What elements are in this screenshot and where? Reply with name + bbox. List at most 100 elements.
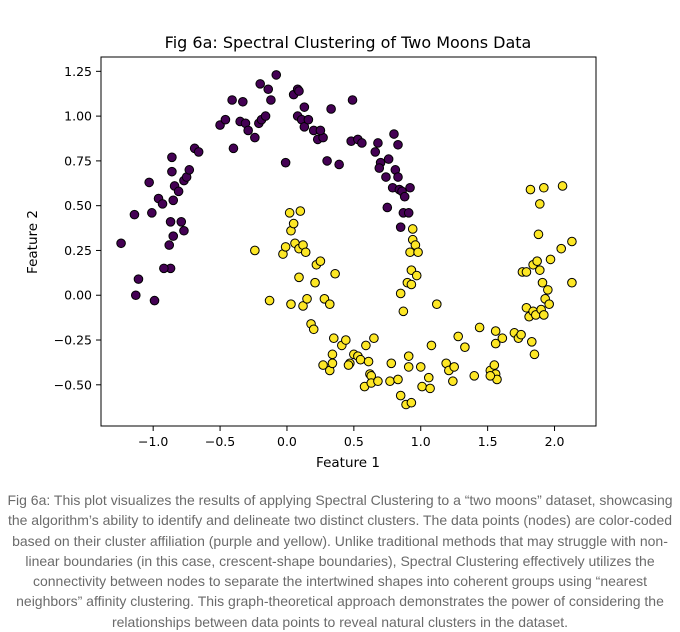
data-point-cluster-1 <box>286 299 296 309</box>
data-point-cluster-0 <box>176 216 187 227</box>
data-point-cluster-1 <box>533 229 544 240</box>
data-point-cluster-1 <box>361 340 371 351</box>
data-point-cluster-0 <box>405 182 415 193</box>
plot-area: −1.0 −0.5 0.0 0.5 1.0 1.5 2.0 −0.50 −0.25 0.00 0.… <box>54 56 597 449</box>
data-point-cluster-0 <box>157 199 168 209</box>
data-point-cluster-1 <box>453 331 464 342</box>
x-tick-label: 0.5 <box>344 434 364 449</box>
data-point-cluster-0 <box>266 95 276 105</box>
y-tick-label: 1.25 <box>64 64 92 79</box>
data-point-cluster-0 <box>280 157 291 168</box>
data-point-cluster-0 <box>149 295 160 306</box>
data-point-cluster-0 <box>357 138 367 148</box>
data-point-cluster-0 <box>382 202 393 213</box>
data-point-cluster-0 <box>370 147 381 157</box>
data-point-cluster-0 <box>250 132 260 143</box>
data-point-cluster-1 <box>264 295 275 306</box>
data-point-cluster-1 <box>300 247 311 258</box>
data-point-cluster-1 <box>490 338 501 349</box>
data-point-cluster-1 <box>302 294 312 304</box>
data-point-cluster-0 <box>373 138 383 148</box>
data-point-cluster-0 <box>374 163 385 173</box>
data-point-cluster-0 <box>168 195 179 206</box>
data-point-cluster-0 <box>184 165 195 175</box>
data-point-cluster-1 <box>460 342 470 352</box>
data-point-cluster-1 <box>525 184 536 195</box>
data-point-cluster-0 <box>228 143 239 154</box>
data-point-cluster-1 <box>539 310 549 320</box>
data-point-cluster-1 <box>406 397 417 408</box>
data-point-cluster-0 <box>383 154 394 164</box>
data-point-cluster-1 <box>395 288 406 299</box>
data-point-cluster-0 <box>326 104 336 114</box>
chart-title: Fig 6a: Spectral Clustering of Two Moons… <box>165 33 532 52</box>
data-point-cluster-1 <box>363 356 374 367</box>
data-point-cluster-1 <box>448 376 458 387</box>
data-point-cluster-0 <box>147 208 157 218</box>
data-point-cluster-1 <box>556 243 567 254</box>
data-point-cluster-1 <box>341 335 351 345</box>
data-point-cluster-1 <box>567 236 577 247</box>
data-point-cluster-0 <box>243 125 253 136</box>
data-point-cluster-0 <box>173 186 184 197</box>
x-tick-label: 1.0 <box>411 434 431 449</box>
data-point-cluster-0 <box>399 191 410 202</box>
data-point-cluster-0 <box>220 114 231 125</box>
data-point-cluster-1 <box>327 349 338 360</box>
y-tick-label: 0.00 <box>64 288 92 303</box>
data-point-cluster-0 <box>165 216 176 227</box>
data-point-cluster-0 <box>168 231 179 241</box>
data-point-cluster-1 <box>557 181 568 191</box>
data-point-cluster-1 <box>485 371 496 381</box>
data-point-cluster-0 <box>299 102 310 112</box>
data-point-cluster-0 <box>129 209 140 220</box>
data-point-cluster-1 <box>288 218 299 229</box>
data-point-cluster-0 <box>303 114 314 125</box>
y-axis-label: Feature 2 <box>25 210 41 274</box>
data-point-cluster-1 <box>406 279 417 290</box>
plot-frame <box>100 56 597 427</box>
data-point-cluster-0 <box>227 95 237 105</box>
data-point-cluster-1 <box>328 333 339 344</box>
data-point-cluster-0 <box>395 222 406 232</box>
data-point-cluster-1 <box>403 362 414 372</box>
data-point-cluster-1 <box>318 360 328 370</box>
data-point-cluster-0 <box>381 172 391 182</box>
data-point-cluster-0 <box>299 122 310 132</box>
data-point-cluster-1 <box>535 199 545 209</box>
data-point-cluster-1 <box>544 299 554 309</box>
data-point-cluster-1 <box>521 267 532 277</box>
data-point-cluster-1 <box>545 254 556 265</box>
data-point-cluster-0 <box>167 166 177 177</box>
x-tick-label: −1.0 <box>138 434 168 449</box>
data-point-cluster-1 <box>369 333 379 344</box>
x-tick-label: −0.5 <box>205 434 235 449</box>
y-tick-label: 0.50 <box>64 198 92 213</box>
data-point-cluster-0 <box>260 111 271 121</box>
data-point-cluster-1 <box>315 256 326 267</box>
data-point-cluster-0 <box>130 290 141 301</box>
data-point-cluster-1 <box>393 374 403 385</box>
data-point-cluster-1 <box>327 358 338 369</box>
data-point-cluster-1 <box>516 329 526 340</box>
x-tick-label: 0.0 <box>277 434 297 449</box>
x-axis: −1.0 −0.5 0.0 0.5 1.0 1.5 2.0 <box>138 426 565 449</box>
data-point-cluster-1 <box>310 277 320 288</box>
data-point-cluster-0 <box>238 96 248 107</box>
y-axis: −0.50 −0.25 0.00 0.25 0.50 0.75 1.00 1.25 <box>54 64 101 392</box>
data-point-cluster-1 <box>330 268 340 279</box>
x-axis-label: Feature 1 <box>316 455 380 471</box>
data-point-cluster-0 <box>271 70 282 80</box>
data-points <box>116 70 577 410</box>
data-point-cluster-0 <box>167 152 177 163</box>
data-point-cluster-1 <box>407 224 418 234</box>
data-point-cluster-1 <box>425 383 435 394</box>
y-tick-label: 1.00 <box>64 109 92 124</box>
data-point-cluster-1 <box>423 372 434 383</box>
data-point-cluster-1 <box>298 301 308 311</box>
data-point-cluster-1 <box>411 270 422 281</box>
data-point-cluster-0 <box>255 79 266 89</box>
data-point-cluster-0 <box>179 225 189 236</box>
data-point-cluster-1 <box>284 208 295 218</box>
data-point-cluster-1 <box>490 326 501 336</box>
